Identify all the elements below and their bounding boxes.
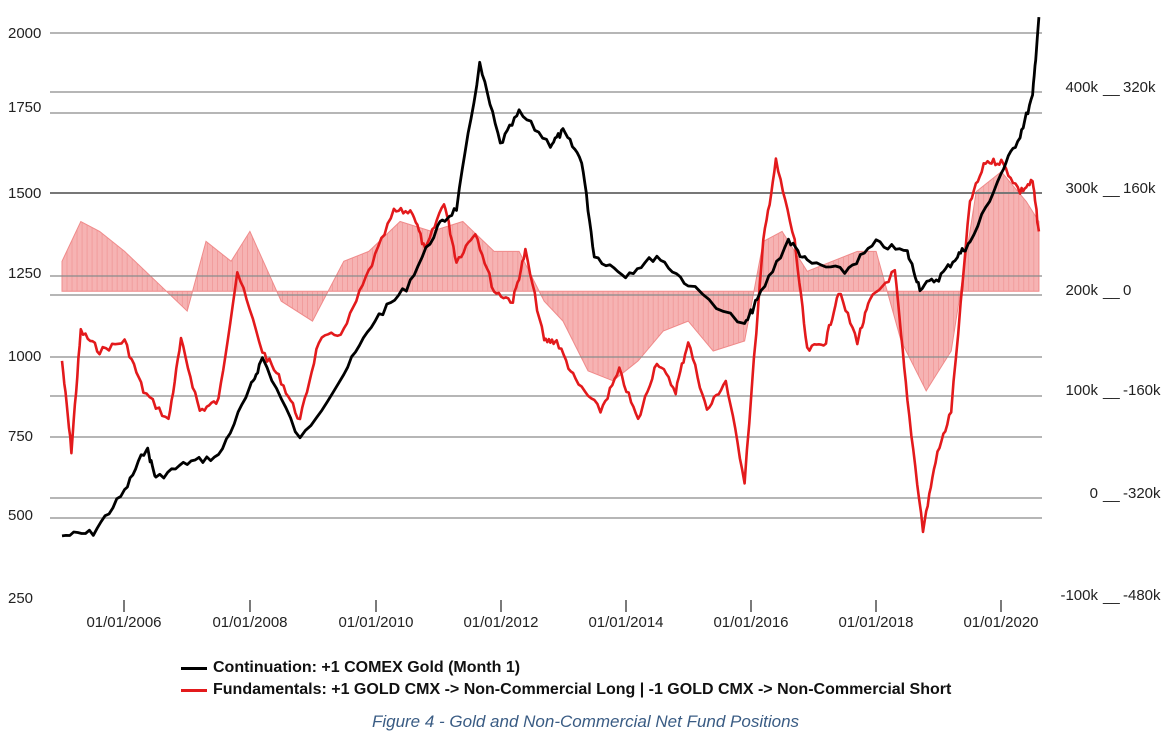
x-tick-label: 01/01/2018 (838, 614, 913, 631)
right2-tick-label: 160k (1123, 180, 1156, 197)
net-position-area (61, 171, 1040, 392)
x-tick-label: 01/01/2008 (212, 614, 287, 631)
right-tick-separator: __ (1102, 383, 1120, 400)
legend-item-continuation: Continuation: +1 COMEX Gold (Month 1) (181, 657, 951, 679)
right-tick-separator: __ (1102, 181, 1120, 198)
legend-item-fundamentals: Fundamentals: +1 GOLD CMX -> Non-Commerc… (181, 679, 951, 701)
x-tick-label: 01/01/2014 (588, 614, 663, 631)
legend-swatch-red (181, 688, 207, 692)
right1-tick-label: 300k (1065, 180, 1098, 197)
left-tick-label: 2000 (8, 25, 41, 42)
x-tick-label: 01/01/2020 (963, 614, 1038, 631)
right2-tick-label: 0 (1123, 282, 1131, 299)
x-tick-label: 01/01/2016 (713, 614, 788, 631)
left-tick-label: 1500 (8, 185, 41, 202)
left-tick-label: 1250 (8, 265, 41, 282)
right-tick-separator: __ (1102, 588, 1120, 605)
x-tick-label: 01/01/2006 (86, 614, 161, 631)
right-tick-separator: __ (1102, 80, 1120, 97)
gridlines (50, 32, 1042, 519)
x-tick-label: 01/01/2012 (463, 614, 538, 631)
right2-tick-label: -160k (1123, 382, 1161, 399)
right-tick-separator: __ (1102, 486, 1120, 503)
series-fundamentals-line (60, 157, 1041, 534)
legend-label-continuation: Continuation: +1 COMEX Gold (Month 1) (213, 659, 521, 676)
left-tick-label: 1000 (8, 348, 41, 365)
right1-tick-label: 400k (1065, 79, 1098, 96)
legend: Continuation: +1 COMEX Gold (Month 1) Fu… (181, 657, 951, 701)
right2-tick-label: 320k (1123, 79, 1156, 96)
x-tick-label: 01/01/2010 (338, 614, 413, 631)
left-tick-label: 250 (8, 590, 33, 607)
legend-swatch-black (181, 666, 207, 670)
right1-tick-label: 100k (1065, 382, 1098, 399)
net-position-area-layer (61, 171, 1040, 392)
legend-label-fundamentals: Fundamentals: +1 GOLD CMX -> Non-Commerc… (213, 681, 952, 698)
left-tick-label: 1750 (8, 99, 41, 116)
right1-tick-label: -100k (1060, 587, 1098, 604)
series-lines (60, 16, 1041, 538)
left-tick-label: 750 (8, 428, 33, 445)
right-tick-separator: __ (1102, 283, 1120, 300)
right2-tick-label: -320k (1123, 485, 1161, 502)
series-continuation-line (61, 16, 1041, 538)
right1-tick-label: 0 (1090, 485, 1098, 502)
right1-tick-label: 200k (1065, 282, 1098, 299)
right2-tick-label: -480k (1123, 587, 1161, 604)
figure-caption: Figure 4 - Gold and Non-Commercial Net F… (371, 712, 800, 731)
left-tick-label: 500 (8, 507, 33, 524)
